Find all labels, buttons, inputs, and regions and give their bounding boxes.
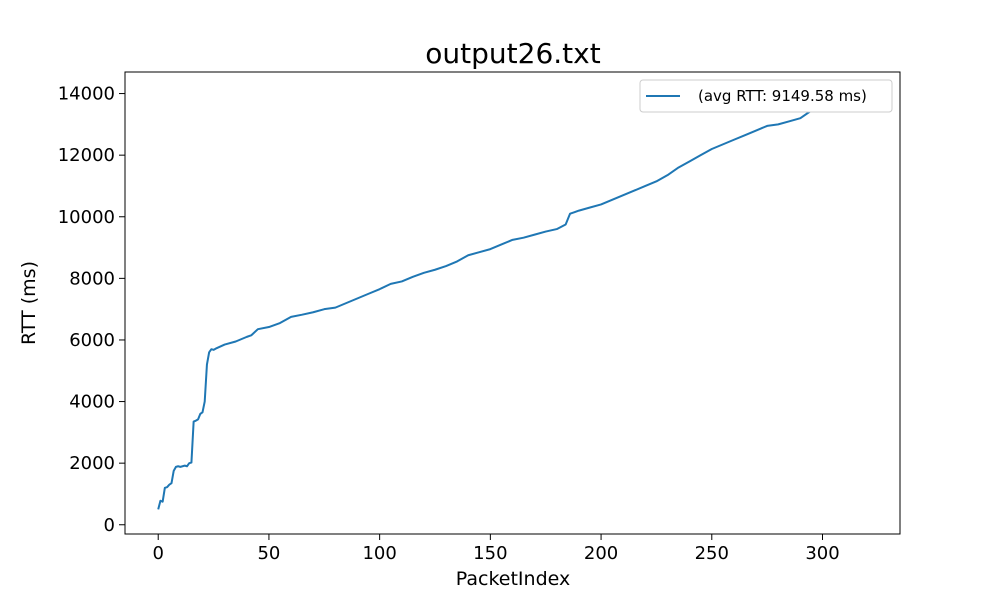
x-tick-label: 50 xyxy=(257,543,280,564)
x-tick-label: 300 xyxy=(805,543,839,564)
x-tick-label: 150 xyxy=(473,543,507,564)
y-tick-label: 0 xyxy=(104,515,115,536)
y-axis-label: RTT (ms) xyxy=(18,261,40,345)
legend-entry-label: (avg RTT: 9149.58 ms) xyxy=(698,87,867,105)
y-tick-label: 4000 xyxy=(69,392,115,413)
chart-title: output26.txt xyxy=(425,37,600,70)
plot-area-frame xyxy=(124,71,901,535)
x-tick-label: 100 xyxy=(362,543,396,564)
x-tick-label: 0 xyxy=(152,543,163,564)
y-tick-label: 12000 xyxy=(58,145,115,166)
series-layer xyxy=(157,97,856,510)
y-tick-label: 10000 xyxy=(58,207,115,228)
legend-box xyxy=(639,79,893,113)
y-tick-label: 8000 xyxy=(69,268,115,289)
legend: (avg RTT: 9149.58 ms) xyxy=(639,79,893,113)
y-tick-label: 14000 xyxy=(58,84,115,105)
x-axis-label: PacketIndex xyxy=(456,568,570,590)
series-line-0 xyxy=(157,97,856,510)
y-tick-label: 2000 xyxy=(69,453,115,474)
x-axis-ticks: 0 50 100 150 200 250 300 xyxy=(152,534,840,564)
y-tick-label: 6000 xyxy=(69,330,115,351)
x-tick-label: 250 xyxy=(695,543,729,564)
y-axis-ticks: 0 2000 4000 6000 8000 10000 12000 14000 xyxy=(58,84,125,536)
x-tick-label: 200 xyxy=(584,543,618,564)
